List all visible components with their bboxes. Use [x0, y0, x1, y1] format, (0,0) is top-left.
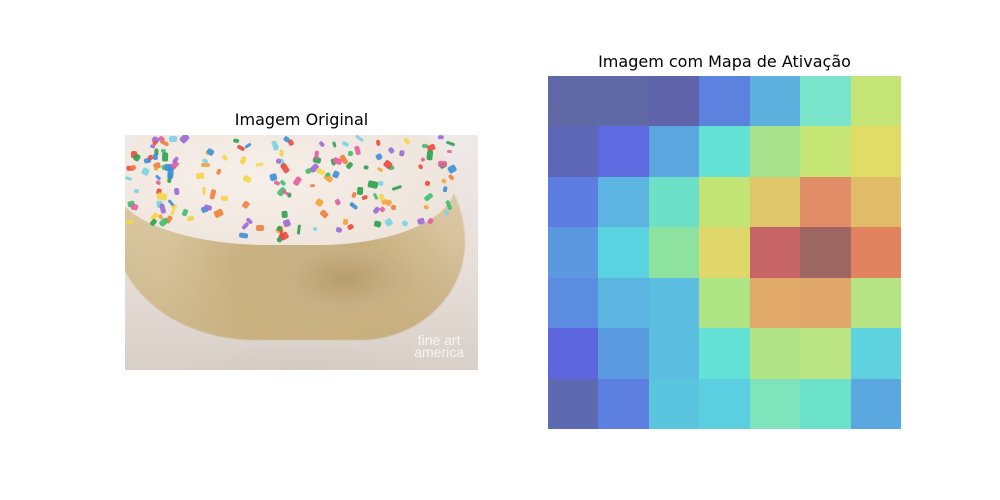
heatmap-cell [850, 176, 901, 228]
heatmap-cell [850, 378, 901, 429]
heatmap-cell [598, 277, 649, 329]
watermark-line1: fine art [417, 332, 461, 348]
heatmap-cell [800, 378, 851, 429]
sprinkle [162, 152, 169, 161]
sprinkle [445, 140, 456, 147]
heatmap-cell [598, 176, 649, 228]
heatmap-cell [749, 76, 801, 127]
heatmap-cell [800, 76, 851, 127]
heatmap-cell [699, 227, 750, 278]
cookie-bite [275, 247, 415, 317]
heatmap-cell [800, 227, 851, 278]
watermark: fine art america [414, 332, 464, 360]
heatmap-cell [699, 378, 750, 429]
sprinkle [278, 149, 284, 158]
sprinkle [438, 135, 445, 140]
heatmap-cell [699, 328, 750, 379]
heatmap-cell [850, 227, 901, 278]
heatmap-cell [800, 176, 851, 228]
heatmap-cell [749, 277, 801, 329]
original-image: fine art america [125, 135, 478, 370]
activation-map-title: Imagem com Mapa de Ativação [598, 52, 851, 71]
heatmap-cell [800, 126, 851, 177]
heatmap-cell [598, 76, 649, 127]
heatmap-cell [548, 126, 599, 177]
heatmap-cell [598, 227, 649, 278]
heatmap-cell [850, 277, 901, 329]
heatmap-cell [548, 76, 599, 127]
heatmap-cell [548, 328, 599, 379]
sprinkle [446, 149, 452, 154]
heatmap-cell [800, 277, 851, 329]
heatmap-cell [699, 126, 750, 177]
sprinkle [255, 224, 265, 231]
heatmap-cell [648, 227, 700, 278]
heatmap-cell [548, 277, 599, 329]
heatmap-cell [850, 126, 901, 177]
heatmap-cell [648, 76, 700, 127]
heatmap-cell [598, 328, 649, 379]
heatmap-cell [850, 76, 901, 127]
sprinkle [201, 187, 206, 195]
heatmap-cell [548, 227, 599, 278]
heatmap-cell [648, 126, 700, 177]
heatmap-cell [699, 76, 750, 127]
original-image-title: Imagem Original [234, 110, 369, 129]
sprinkle [281, 210, 288, 218]
sprinkle [220, 195, 229, 202]
heatmap-cell [548, 378, 599, 429]
heatmap-cell [699, 176, 750, 228]
sprinkle [195, 172, 205, 180]
sprinkle [186, 215, 195, 222]
heatmap-cell [548, 176, 599, 228]
heatmap-cell [800, 328, 851, 379]
heatmap-cell [749, 227, 801, 278]
activation-heatmap [548, 76, 901, 429]
sprinkle [156, 192, 168, 201]
sprinkle [201, 163, 210, 167]
heatmap-cell [850, 328, 901, 379]
heatmap-cell [648, 378, 700, 429]
heatmap-cell [648, 176, 700, 228]
heatmap-cell [749, 378, 801, 429]
heatmap-cell [749, 328, 801, 379]
heatmap-cell [598, 378, 649, 429]
sprinkle [425, 150, 433, 161]
heatmap-cell [749, 126, 801, 177]
heatmap-cell [648, 328, 700, 379]
heatmap-cell [648, 277, 700, 329]
sprinkle [377, 180, 384, 187]
heatmap-cell [598, 126, 649, 177]
watermark-line2: america [414, 344, 464, 360]
heatmap-cell [699, 277, 750, 329]
heatmap-cell [749, 176, 801, 228]
sprinkle [438, 160, 448, 167]
